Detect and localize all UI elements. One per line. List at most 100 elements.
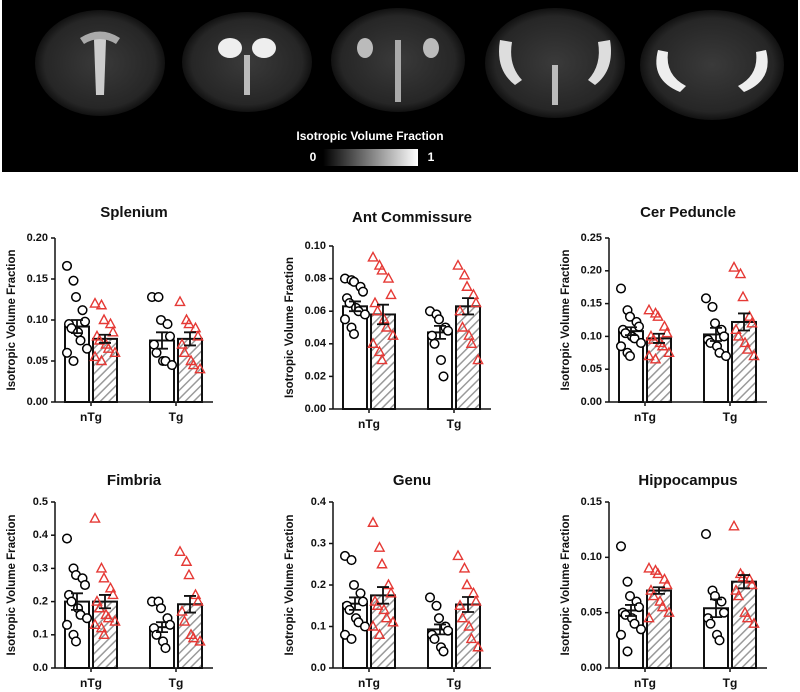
data-point [730,584,742,595]
data-point [643,303,655,315]
data-point [649,352,662,364]
data-point [176,605,188,616]
data-point [81,343,93,354]
error-bar [434,324,446,340]
data-point [732,589,745,601]
colorbar-label: Isotropic Volume Fraction [296,129,443,143]
data-point [463,329,475,340]
data-point [737,570,749,582]
bar-chart: Fimbria Isotropic Volume Fraction 0.0 0.1 0.… [6,472,213,690]
data-point [77,305,88,316]
data-point [700,293,712,304]
y-tick-label: 0.00 [305,403,326,415]
data-point [739,606,751,617]
y-tick-label: 0.4 [311,496,327,508]
data-point [81,613,93,624]
data-point [178,615,191,626]
error-bar [99,333,111,344]
y-tick-label: 0.0 [33,662,48,674]
error-bar [462,297,474,316]
x-tick-label: nTg [358,676,380,690]
data-point [109,346,121,357]
error-bar [625,604,637,617]
data-point [452,259,464,270]
y-tick-label: 0.05 [581,363,602,375]
error-bar [710,326,722,342]
error-bar [71,592,83,611]
data-point [456,321,469,332]
data-point [367,620,379,631]
data-point [658,572,671,584]
data-point [746,578,758,590]
bar [646,589,672,669]
brain-slice [485,8,625,118]
data-point [367,516,379,527]
y-tick-label: 0.00 [27,396,48,408]
data-point [707,301,718,312]
data-point [359,621,371,632]
data-point [741,611,754,623]
data-point [95,621,108,633]
data-point [98,628,110,639]
data-point [647,589,660,601]
bar [455,603,481,670]
data-point [741,343,754,354]
data-point [107,325,119,337]
bar-chart: Hippocampus Isotropic Volume Fraction 0.00… [560,472,767,690]
error-bar [156,621,168,634]
data-point [95,561,108,573]
error-bar [349,596,361,611]
y-tick-label: 0.3 [311,537,326,549]
data-point [68,355,79,367]
data-point [718,607,730,618]
data-point [454,599,466,610]
x-tick-label: nTg [80,676,102,690]
y-tick-label: 0.2 [33,596,48,608]
data-point [91,595,103,606]
y-tick-label: 0.02 [305,370,326,382]
data-point [102,342,115,353]
x-tick-label: Tg [169,410,184,424]
data-point [463,620,475,631]
error-bar [377,303,389,326]
x-tick-label: nTg [634,676,656,690]
data-point [461,280,473,291]
data-point [387,329,399,340]
chart-title: Genu [393,472,431,489]
data-point [373,345,386,357]
error-bar [99,594,111,610]
data-point [622,576,633,587]
error-bar [184,331,196,347]
brain-slice [640,10,784,120]
data-point [656,339,669,351]
y-tick-label: 0.10 [27,314,48,326]
data-point [378,312,390,324]
chart-title: Cer Peduncle [640,204,736,221]
y-tick-label: 0.5 [33,496,48,508]
data-point [153,291,164,303]
bar-chart: Ant Commissure Isotropic Volume Fraction 0… [284,209,491,431]
data-point [748,349,760,361]
data-point [622,646,633,657]
y-tick-label: 0.0 [311,662,326,674]
data-point [737,290,749,302]
data-point [663,346,675,357]
chart-title: Splenium [100,204,168,221]
data-point [467,586,480,598]
data-point [470,595,482,606]
data-point [183,568,195,580]
data-point [624,311,636,322]
data-point [656,600,669,612]
y-tick-label: 0.05 [27,355,48,367]
x-tick-label: Tg [723,410,738,424]
data-point [359,309,371,320]
y-tick-label: 0.06 [305,305,326,317]
data-point [68,275,79,286]
data-point [705,618,716,629]
data-point [75,335,86,346]
data-point [357,286,369,297]
x-tick-label: Tg [447,676,462,690]
data-point [66,596,77,607]
y-tick-label: 0.04 [305,338,327,350]
data-point [615,341,627,352]
